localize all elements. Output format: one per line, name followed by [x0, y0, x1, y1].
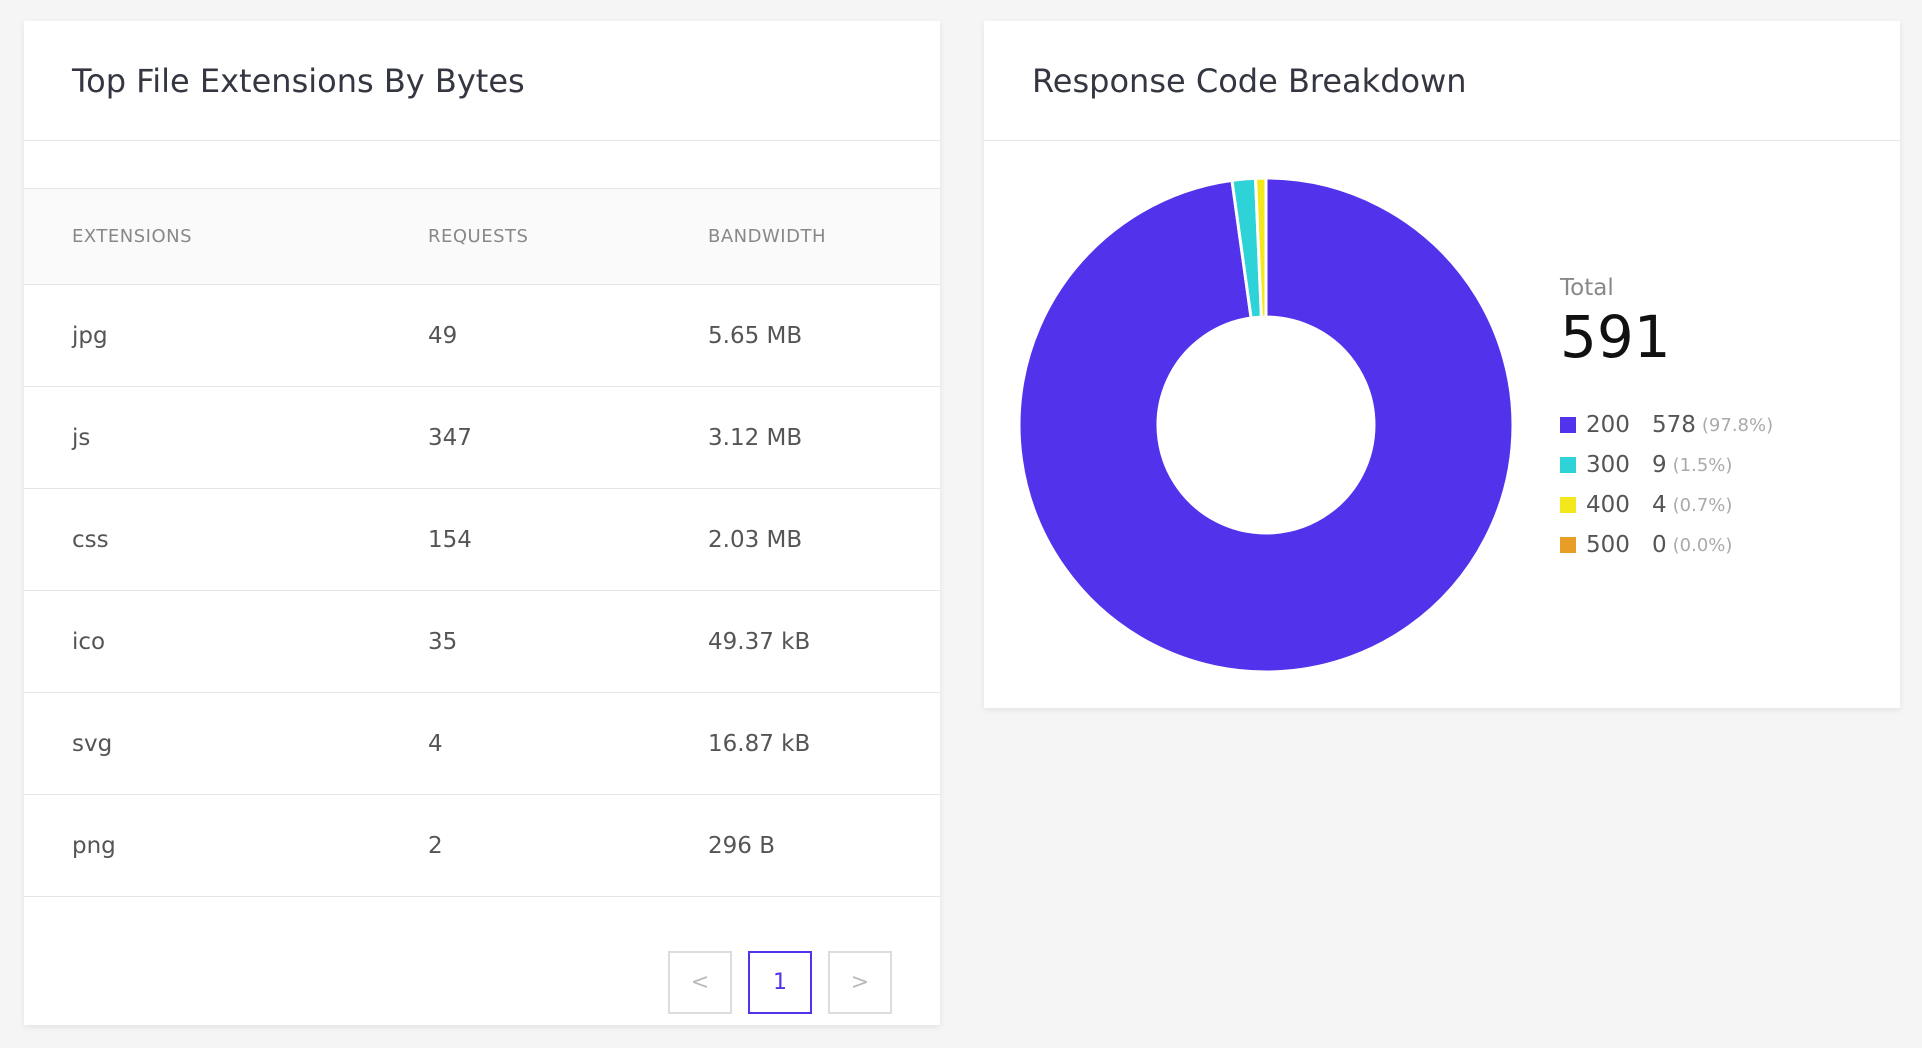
legend-percent: (97.8%) — [1701, 414, 1774, 436]
table-row: ico 35 49.37 kB — [24, 591, 940, 693]
legend-item: 500 0 (0.0%) — [1560, 525, 1773, 565]
card-title: Response Code Breakdown — [984, 21, 1900, 141]
cell-requests: 154 — [428, 526, 472, 553]
cell-bandwidth: 2.03 MB — [708, 526, 803, 553]
cell-extension: ico — [72, 628, 106, 655]
legend-count: 4 — [1652, 492, 1667, 518]
prev-page-button[interactable]: < — [668, 951, 732, 1014]
donut-chart — [1017, 176, 1515, 674]
total-label: Total — [1560, 275, 1614, 301]
table-row: png 2 296 B — [24, 795, 940, 897]
col-bandwidth: BANDWIDTH — [708, 226, 826, 247]
cell-bandwidth: 296 B — [708, 832, 775, 859]
pagination: < 1 > — [668, 951, 892, 1014]
legend-code: 500 — [1586, 532, 1630, 558]
table-header: EXTENSIONS REQUESTS BANDWIDTH — [24, 189, 940, 285]
table-row: jpg 49 5.65 MB — [24, 285, 940, 387]
next-page-button[interactable]: > — [828, 951, 892, 1014]
legend-code: 400 — [1586, 492, 1630, 518]
legend-count: 0 — [1652, 532, 1667, 558]
legend-item: 400 4 (0.7%) — [1560, 485, 1773, 525]
table-row: css 154 2.03 MB — [24, 489, 940, 591]
cell-requests: 2 — [428, 832, 443, 859]
legend: Total 591 200 578 (97.8%) 300 9 (1.5%) 400 4 (0.… — [1560, 275, 1773, 565]
cell-extension: css — [72, 526, 109, 553]
cell-extension: js — [72, 424, 91, 451]
cell-bandwidth: 3.12 MB — [708, 424, 803, 451]
extensions-card: Top File Extensions By Bytes EXTENSIONS … — [24, 21, 940, 1025]
cell-bandwidth: 16.87 kB — [708, 730, 811, 757]
legend-count: 9 — [1652, 452, 1667, 478]
cell-extension: jpg — [72, 322, 108, 349]
cell-bandwidth: 49.37 kB — [708, 628, 811, 655]
cell-bandwidth: 5.65 MB — [708, 322, 803, 349]
cell-requests: 49 — [428, 322, 458, 349]
cell-extension: svg — [72, 730, 113, 757]
cell-requests: 4 — [428, 730, 443, 757]
legend-swatch — [1560, 457, 1576, 473]
col-requests: REQUESTS — [428, 226, 529, 247]
legend-percent: (1.5%) — [1672, 454, 1733, 476]
legend-item: 300 9 (1.5%) — [1560, 445, 1773, 485]
legend-percent: (0.0%) — [1672, 534, 1733, 556]
cell-requests: 347 — [428, 424, 472, 451]
spacer — [24, 141, 940, 189]
legend-swatch — [1560, 537, 1576, 553]
response-code-card: Response Code Breakdown Total 591 200 578… — [984, 21, 1900, 708]
total-value: 591 — [1560, 303, 1671, 371]
legend-code: 300 — [1586, 452, 1630, 478]
cell-requests: 35 — [428, 628, 458, 655]
legend-swatch — [1560, 417, 1576, 433]
table-row: js 347 3.12 MB — [24, 387, 940, 489]
legend-count: 578 — [1652, 412, 1696, 438]
legend-item: 200 578 (97.8%) — [1560, 405, 1773, 445]
page-1-button[interactable]: 1 — [748, 951, 812, 1014]
legend-percent: (0.7%) — [1672, 494, 1733, 516]
col-extensions: EXTENSIONS — [72, 226, 193, 247]
legend-swatch — [1560, 497, 1576, 513]
cell-extension: png — [72, 832, 116, 859]
table-row: svg 4 16.87 kB — [24, 693, 940, 795]
donut-slice-200[interactable] — [1017, 176, 1515, 674]
legend-code: 200 — [1586, 412, 1630, 438]
card-title: Top File Extensions By Bytes — [24, 21, 940, 141]
donut-slice-400[interactable] — [1253, 176, 1268, 319]
